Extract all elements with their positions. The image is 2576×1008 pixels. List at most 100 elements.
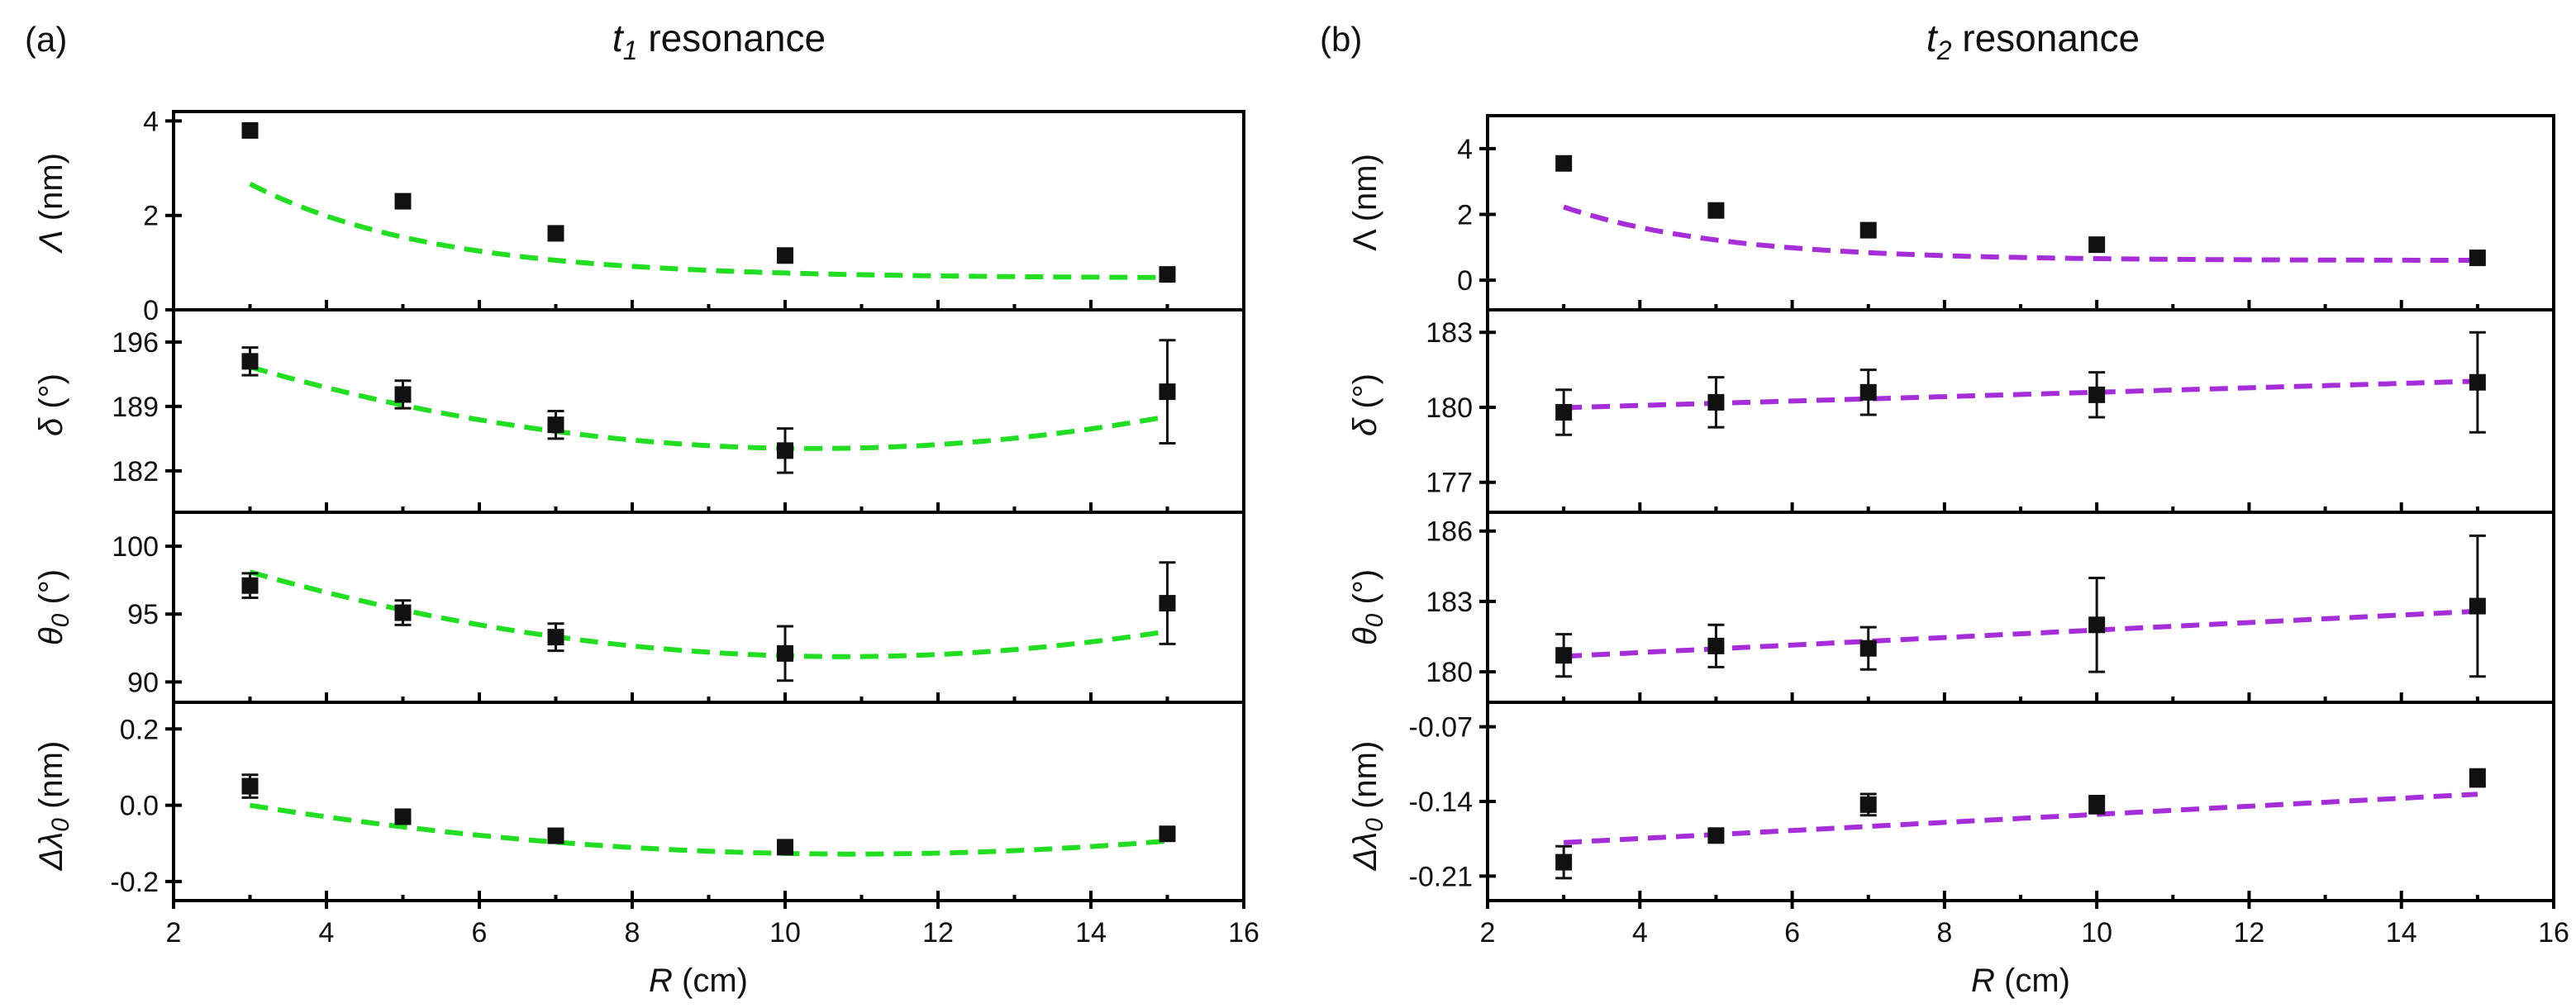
panel-a-plot-3: 90 95 100 [112, 511, 1245, 704]
panel-b-frame-3 [1486, 511, 2555, 704]
panel-a-data-point [1159, 383, 1176, 401]
panel-a-data-point [394, 808, 412, 825]
panel-a-xtick-label: 14 [1075, 917, 1107, 949]
panel-b-data-point [1859, 383, 1877, 401]
panel-a-title-symbol: t [612, 17, 625, 59]
panel-a-ylabel-4-symbol: Δλ [33, 832, 69, 872]
panel-a-title: t1 resonance [612, 17, 826, 65]
panel-b-xtick-label: 14 [2386, 917, 2417, 949]
panel-a-xlabel-symbol: R [649, 963, 673, 999]
panel-a-xtick-label: 2 [166, 917, 182, 949]
panel-b-subplot-3: θ0 (°) [1347, 569, 1388, 645]
panel-b-ylabel-2-unit: (°) [1347, 373, 1383, 418]
panel-b-fit-curve-1 [1563, 204, 2478, 264]
panel-a-ytick-label: 189 [112, 392, 159, 423]
panel-a-ytick-label: 0.2 [120, 714, 159, 745]
panel-b-ylabel-4: Δλ0 (nm) [1347, 741, 1388, 872]
panel-b-xtick-label: 8 [1936, 917, 1952, 949]
panel-a-frame-4 [172, 701, 1245, 902]
panel-b-data-point [1707, 393, 1725, 411]
panel-a-data-point [241, 777, 259, 795]
panel-b-title: t2 resonance [1926, 17, 2140, 65]
panel-b-ytick-label: -0.07 [1409, 712, 1474, 744]
panel-a-data-point [394, 604, 412, 621]
panel-b-ytick-label: 183 [1426, 587, 1473, 618]
panel-b-xlabel-symbol: R [1971, 963, 1995, 999]
panel-a-ytick-label: 182 [112, 456, 159, 487]
panel-a-ylabel-4-subscript: 0 [47, 818, 74, 832]
panel-b-ylabel-3-unit: (°) [1347, 569, 1383, 614]
panel-b-data-point [1707, 827, 1725, 844]
panel-a-data-point [241, 121, 259, 139]
panel-b-plot-2: 177 180 183 [1426, 308, 2555, 514]
panel-b-ylabel-2-symbol: δ [1347, 417, 1383, 436]
panel-b-xtick-label: 4 [1632, 917, 1648, 949]
panel-b-fit-curve-4 [1563, 792, 2478, 845]
panel-a-frame-2 [172, 308, 1245, 514]
panel-b-xtick-label: 16 [2538, 917, 2569, 949]
panel-b-ytick-label: 4 [1457, 134, 1473, 165]
panel-a-data-point [394, 386, 412, 403]
panel-b-frame-1 [1486, 114, 2555, 311]
panel-b-plot-4: 2 4 6 8 10 12 14 16 -0.21 -0.14 -0.07 [1409, 701, 2569, 949]
panel-a-ylabel-4-unit: (nm) [33, 741, 69, 818]
panel-b-data-point [1707, 202, 1725, 219]
panel-b-data-point [1555, 647, 1573, 664]
panel-a-data-point [547, 629, 564, 646]
panel-a-ytick-label: 4 [143, 106, 159, 137]
panel-b-frame-2 [1486, 308, 2555, 514]
panel-a-fit-curve-3 [249, 569, 1168, 659]
panel-a-ylabel-2: δ (°) [33, 373, 69, 436]
panel-a: (a) t1 resonance R (cm) Λ (nm) δ (°) θ0 … [25, 17, 1259, 999]
panel-b-ytick-label: 186 [1426, 516, 1473, 548]
panel-b-data-point [1555, 404, 1573, 421]
panel-a-xlabel-unit: (cm) [673, 963, 748, 999]
panel-b-frame-4 [1486, 701, 2555, 902]
panel-a-plot-1: 0 2 4 [143, 106, 1245, 326]
panel-a-ylabel-1-symbol: Λ [33, 230, 69, 254]
panel-b-title-symbol: t [1926, 17, 1939, 59]
panel-b-ylabel-2: δ (°) [1347, 373, 1383, 436]
panel-a-ylabel-3-symbol: θ [33, 627, 69, 645]
panel-b-xtick-label: 10 [2081, 917, 2112, 949]
panel-b-xtick-label: 6 [1784, 917, 1800, 949]
panel-b-ytick-label: 177 [1426, 468, 1473, 499]
panel-b-ylabel-1-symbol: Λ [1347, 229, 1383, 251]
panel-a-data-point [241, 353, 259, 370]
panel-a-plot-4: 2 4 6 8 10 12 14 16 -0.2 0.0 0.2 [110, 701, 1259, 949]
panel-a-ytick-label: 100 [112, 531, 159, 563]
panel-a-data-point [1159, 825, 1176, 843]
panel-a-label: (a) [25, 20, 67, 59]
panel-b-title-subscript: 2 [1936, 36, 1952, 65]
panel-a-ylabel-4: Δλ0 (nm) [33, 741, 74, 872]
panel-b-data-point [1859, 221, 1877, 239]
panel-a-ytick-label: 0 [143, 295, 159, 326]
panel-b-xlabel: R (cm) [1971, 963, 2070, 999]
panel-a-title-subscript: 1 [623, 36, 638, 65]
panel-b-data-point [2469, 769, 2486, 787]
panel-a-data-point [547, 416, 564, 434]
panel-b-ytick-label: 183 [1426, 317, 1473, 349]
panel-b-fit-curve-2 [1564, 378, 2478, 411]
panel-b-data-point [1859, 640, 1877, 657]
panel-a-subplot-4: Δλ0 (nm) [33, 741, 74, 872]
panel-b-title-text: resonance [1951, 17, 2140, 59]
panel-a-ylabel-3-unit: (°) [33, 569, 69, 614]
panel-a-frame-3 [172, 511, 1245, 704]
panel-a-data-point [777, 442, 793, 459]
panel-a-ytick-label: 90 [127, 667, 159, 698]
panel-b-ylabel-3-subscript: 0 [1361, 613, 1388, 627]
panel-a-xtick-label: 4 [319, 917, 335, 949]
panel-b-data-point [1707, 637, 1725, 654]
panel-a-data-point [777, 839, 793, 856]
panel-a-data-point [1159, 595, 1176, 612]
panel-b-ytick-label: 2 [1457, 199, 1473, 231]
panel-b-subplot-2: δ (°) [1347, 373, 1383, 436]
panel-a-fit-curve-4 [250, 802, 1168, 857]
panel-a-fit-curve-2 [249, 364, 1169, 451]
panel-a-ylabel-1-unit: (nm) [33, 153, 69, 230]
panel-b-ylabel-1-unit: (nm) [1347, 154, 1383, 231]
panel-a-xtick-label: 8 [625, 917, 640, 949]
panel-b-data-point [1555, 853, 1573, 871]
